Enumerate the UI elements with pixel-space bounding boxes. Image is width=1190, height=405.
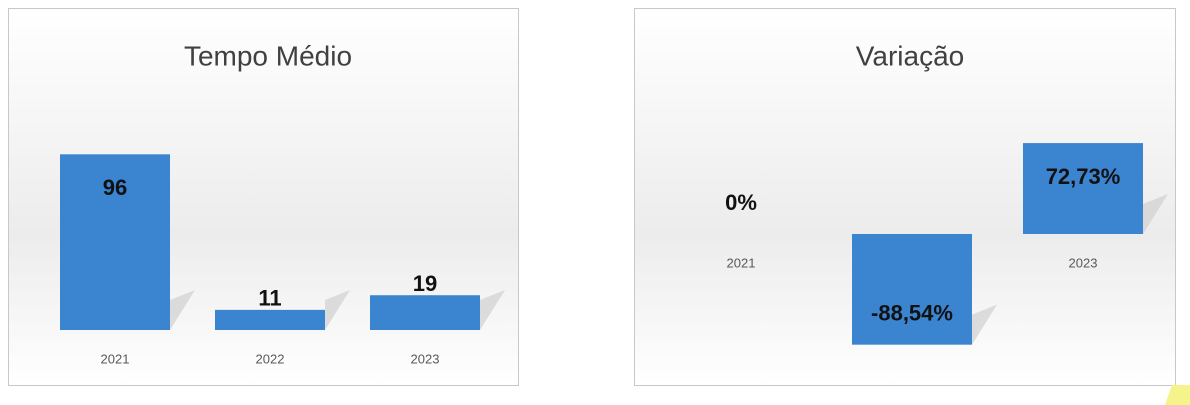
data-label: 72,73% [1046, 164, 1121, 189]
chart-title: Variação [856, 40, 964, 71]
data-label: 11 [258, 286, 281, 311]
data-label: 96 [103, 175, 127, 200]
decoration [1165, 385, 1190, 405]
x-tick-label: 2022 [256, 351, 285, 366]
bar-shadow [972, 304, 997, 345]
bar-shadow [170, 290, 195, 330]
bar [60, 154, 170, 330]
x-tick-label: 2021 [727, 255, 756, 270]
data-label: 0% [725, 190, 757, 215]
bar-shadow [325, 290, 350, 330]
bar-shadow [480, 290, 505, 330]
chart-title: Tempo Médio [184, 40, 352, 71]
bar [370, 295, 480, 330]
x-tick-label: 2023 [1069, 255, 1098, 270]
data-label: -88,54% [871, 300, 953, 325]
bar [1023, 143, 1143, 234]
bar-shadow [1143, 194, 1168, 234]
bar [852, 234, 972, 345]
data-label: 19 [413, 271, 437, 296]
bar [215, 309, 325, 330]
x-tick-label: 2023 [411, 351, 440, 366]
x-tick-label: 2021 [101, 351, 130, 366]
